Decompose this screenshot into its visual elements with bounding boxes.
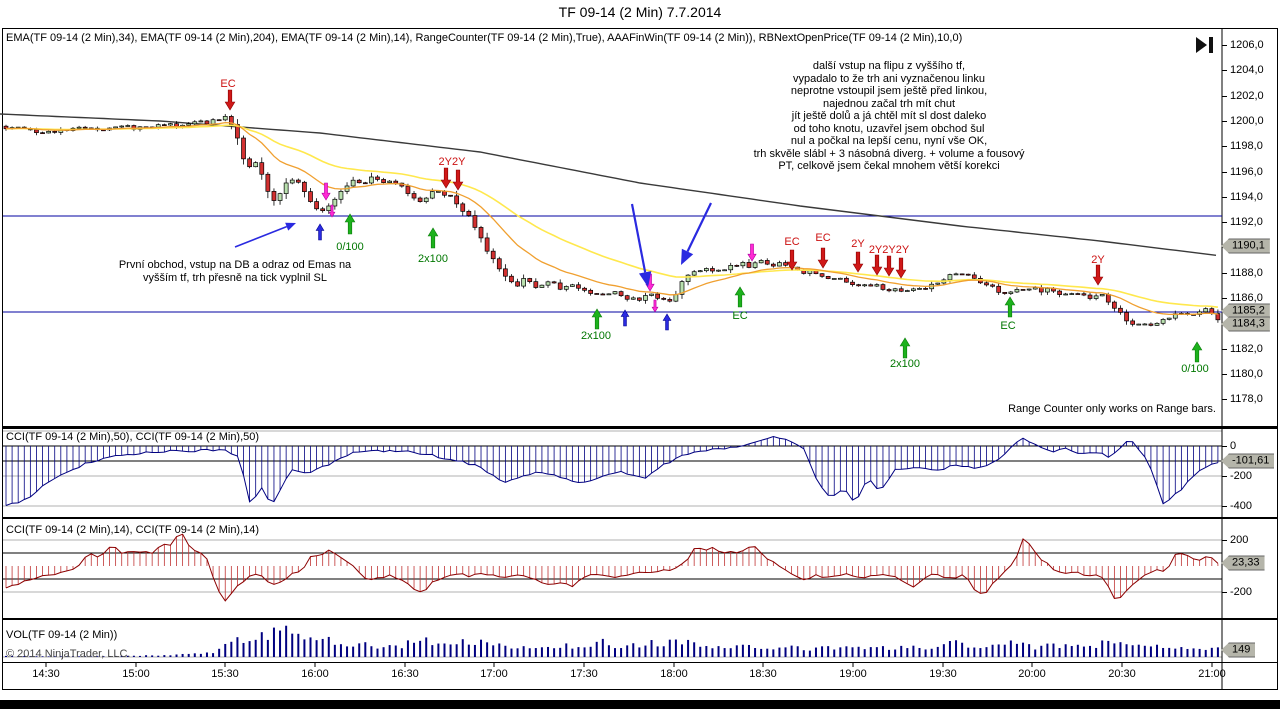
blue-arrow-up-marker (315, 223, 325, 241)
magenta-arrow-down-marker (651, 299, 659, 313)
red-arrow-down-marker (1092, 264, 1104, 286)
red-arrow-down-marker (883, 255, 895, 277)
magenta-arrow-down-marker (747, 243, 757, 262)
taskbar-strip (0, 700, 1280, 709)
green-arrow-up-marker (591, 308, 603, 330)
red-arrow-down-marker (224, 89, 236, 111)
green-arrow-up-marker (427, 227, 439, 249)
red-arrow-down-marker (817, 247, 829, 269)
red-arrow-down-marker (852, 251, 864, 273)
time-axis[interactable] (0, 663, 1222, 690)
red-arrow-down-marker (895, 257, 907, 279)
blue-diagonal-arrow (681, 248, 694, 265)
magenta-arrow-down-marker (321, 182, 331, 201)
red-arrow-down-marker (871, 254, 883, 276)
green-arrow-up-marker (734, 286, 746, 308)
replay-play-button[interactable] (1194, 36, 1220, 54)
red-arrow-down-marker (440, 167, 452, 189)
range-counter-note: Range Counter only works on Range bars. (1008, 403, 1216, 415)
blue-diagonal-arrow (638, 271, 652, 287)
cci50-panel-label: CCI(TF 09-14 (2 Min),50), CCI(TF 09-14 (… (6, 431, 260, 443)
blue-diagonal-arrow (285, 222, 296, 231)
green-arrow-up-marker (1004, 296, 1016, 318)
red-arrow-down-marker (452, 169, 464, 191)
volume-panel-label: VOL(TF 09-14 (2 Min)) (6, 629, 118, 641)
magenta-arrow-down-marker (328, 204, 336, 218)
play-step-icon (1196, 37, 1213, 53)
blue-arrow-up-marker (620, 309, 630, 327)
main-indicator-label: EMA(TF 09-14 (2 Min),34), EMA(TF 09-14 (… (6, 32, 963, 44)
chart-title: TF 09-14 (2 Min) 7.7.2014 (558, 4, 722, 20)
blue-arrow-up-marker (662, 313, 672, 331)
green-arrow-up-marker (344, 213, 356, 235)
chart-frame (2, 28, 1278, 690)
copyright-label: © 2014 NinjaTrader, LLC. (6, 648, 131, 660)
annotation-note-left: První obchod, vstup na DB a odraz od Ema… (118, 259, 352, 284)
annotation-note-right: další vstup na flipu z vyššího tf, vypad… (753, 60, 1025, 172)
green-arrow-up-marker (1191, 341, 1203, 363)
red-arrow-down-marker (786, 249, 798, 271)
price-axis[interactable] (1222, 28, 1280, 690)
cci14-panel-label: CCI(TF 09-14 (2 Min),14), CCI(TF 09-14 (… (6, 524, 260, 536)
green-arrow-up-marker (899, 337, 911, 359)
